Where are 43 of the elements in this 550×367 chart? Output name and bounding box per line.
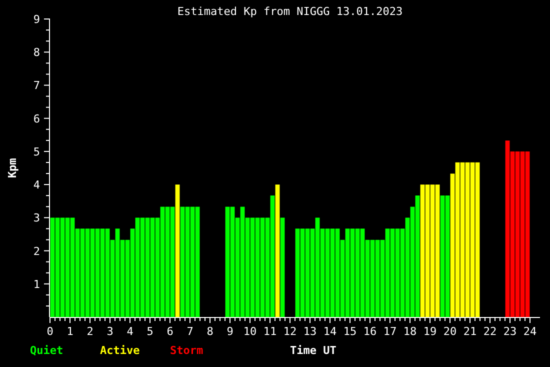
x-tick-label: 9 (226, 325, 234, 338)
x-tick-label: 11 (263, 325, 277, 338)
y-tick-label: 5 (33, 145, 40, 158)
x-tick-label: 2 (86, 325, 94, 338)
x-tick-label: 22 (483, 325, 497, 338)
text: Quiet (30, 344, 64, 357)
bar (280, 218, 285, 317)
x-tick-label: 4 (126, 325, 134, 338)
y-tick-label: 3 (33, 212, 40, 225)
x-tick-label: 13 (303, 325, 317, 338)
text: Active (100, 344, 140, 357)
y-tick-label: 8 (33, 46, 40, 60)
x-tick-label: 0 (46, 325, 54, 338)
x-tick-label: 6 (166, 325, 174, 338)
x-axis-title: Time UT (290, 344, 337, 357)
x-tick-label: 23 (503, 325, 517, 338)
x-tick-label: 21 (463, 325, 477, 338)
x-tick-label: 14 (323, 325, 337, 338)
y-tick-label: 6 (33, 112, 40, 126)
x-tick-label: 10 (243, 325, 257, 338)
x-tick-label: 17 (383, 325, 397, 338)
y-tick-label: 9 (33, 13, 40, 26)
bar (275, 184, 280, 317)
y-tick-label: 7 (33, 79, 40, 92)
y-tick-label: 1 (33, 278, 40, 291)
y-tick-label: 2 (33, 244, 40, 258)
bar (175, 184, 180, 317)
x-tick-label: 18 (403, 325, 417, 338)
x-tick-label: 15 (343, 325, 357, 338)
text: Storm (170, 344, 204, 357)
x-tick-label: 12 (283, 325, 297, 338)
x-tick-label: 7 (186, 325, 194, 338)
y-axis-title: Kpm (6, 158, 19, 178)
x-tick-label: 16 (363, 325, 377, 338)
chart-title: Estimated Kp from NIGGG 13.01.2023 (177, 5, 403, 18)
y-tick-label: 4 (33, 178, 40, 192)
x-tick-label: 3 (106, 325, 114, 338)
x-tick-label: 20 (443, 325, 457, 338)
x-tick-label: 1 (66, 325, 74, 338)
x-tick-label: 19 (423, 325, 437, 338)
x-tick-label: 8 (206, 325, 214, 338)
x-tick-label: 5 (146, 325, 154, 338)
x-tick-label: 24 (523, 325, 537, 338)
